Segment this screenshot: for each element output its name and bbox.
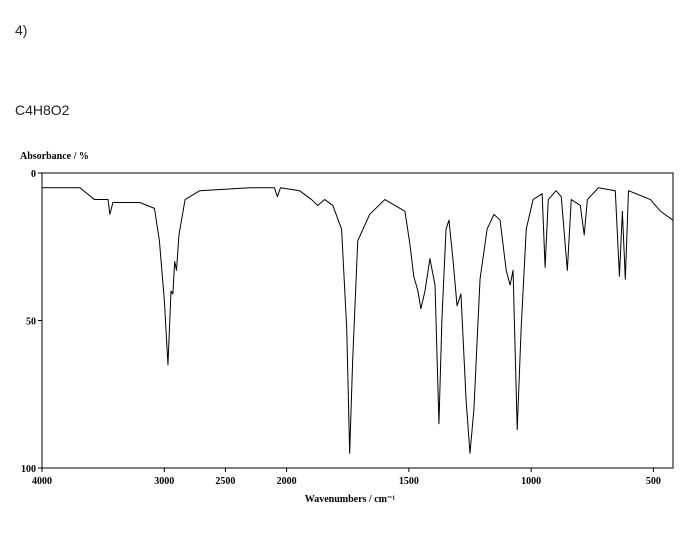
spectrum-line (42, 187, 674, 454)
x-tick-label: 2500 (215, 476, 235, 487)
problem-number: 4) (15, 22, 28, 38)
x-tick-label: 1500 (399, 476, 419, 487)
y-tick-label: 0 (31, 169, 36, 180)
x-axis-label: Wavenumbers / cm⁻¹ (305, 494, 396, 505)
y-axis-label: Absorbance / % (20, 151, 89, 162)
y-tick-label: 50 (26, 317, 36, 328)
y-tick-label: 100 (21, 464, 36, 475)
x-tick-label: 4000 (32, 476, 52, 487)
x-tick-label: 500 (646, 476, 661, 487)
x-tick-label: 3000 (154, 476, 174, 487)
x-tick-label: 2000 (277, 476, 297, 487)
plot-frame (41, 172, 674, 469)
x-tick-label: 1000 (521, 476, 541, 487)
formula: C4H8O2 (15, 102, 70, 118)
